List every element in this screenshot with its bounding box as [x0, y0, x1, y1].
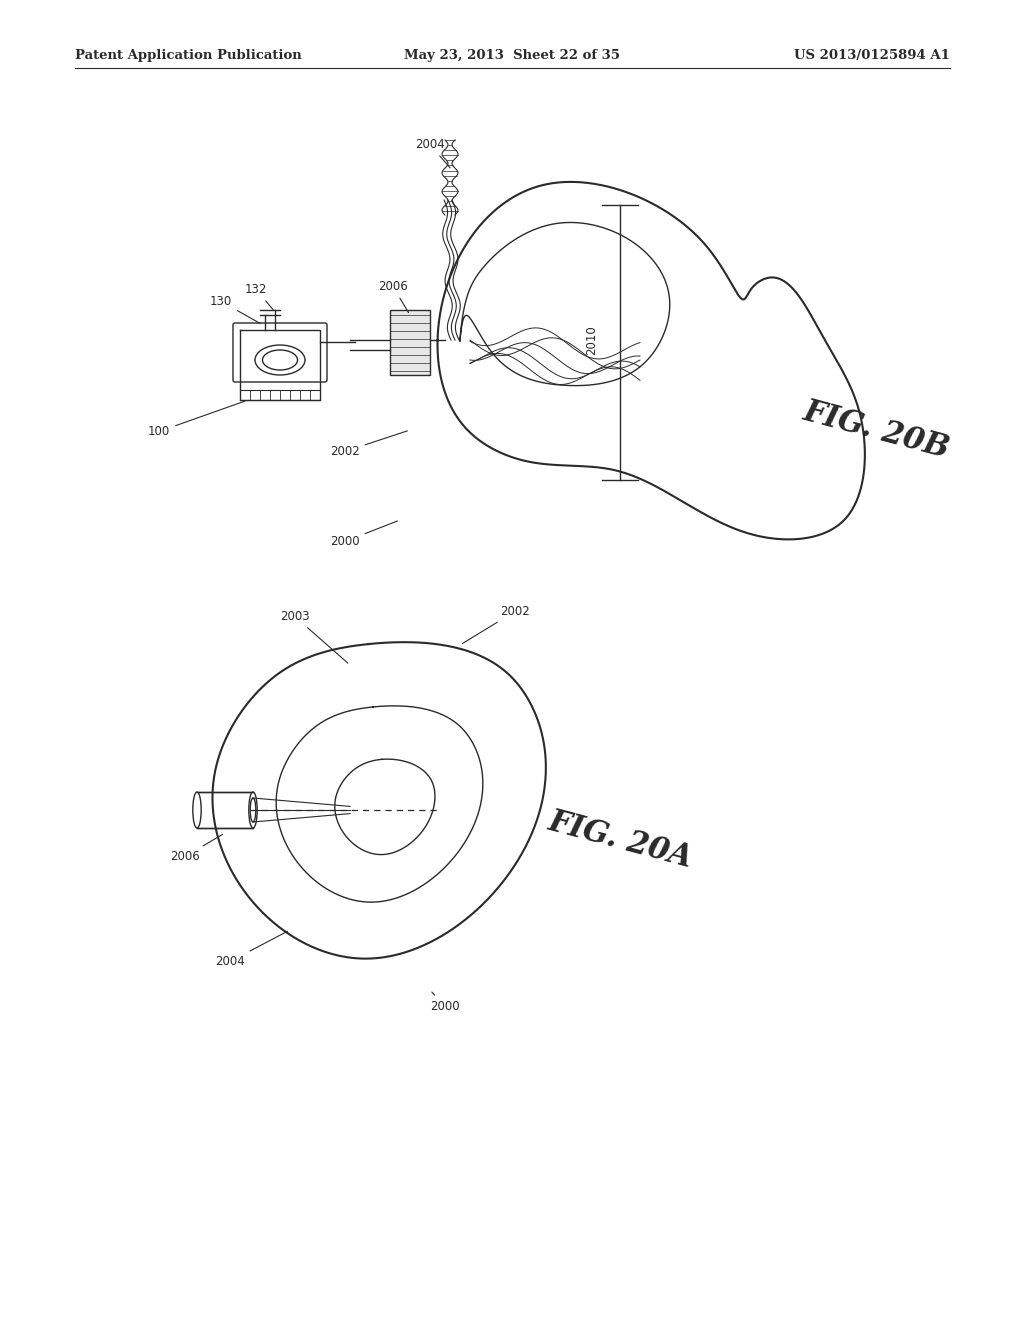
Ellipse shape	[249, 792, 257, 828]
Ellipse shape	[262, 350, 298, 370]
Text: 2003: 2003	[280, 610, 348, 663]
Text: 132: 132	[245, 282, 273, 310]
Text: 2006: 2006	[170, 834, 222, 863]
Bar	[390, 310, 430, 375]
Text: US 2013/0125894 A1: US 2013/0125894 A1	[795, 49, 950, 62]
Text: 2004: 2004	[415, 139, 451, 168]
Text: 2002: 2002	[330, 430, 408, 458]
Bar	[197, 792, 253, 828]
Text: FIG. 20B: FIG. 20B	[800, 396, 953, 465]
Text: 100: 100	[148, 401, 246, 438]
Text: 2002: 2002	[463, 605, 529, 644]
Text: 2004: 2004	[215, 932, 288, 968]
Ellipse shape	[255, 345, 305, 375]
Text: 2000: 2000	[330, 521, 397, 548]
Text: May 23, 2013  Sheet 22 of 35: May 23, 2013 Sheet 22 of 35	[404, 49, 620, 62]
Text: 2006: 2006	[378, 280, 409, 313]
Text: FIG. 20A: FIG. 20A	[545, 805, 696, 874]
Ellipse shape	[193, 792, 201, 828]
Text: 130: 130	[210, 294, 260, 323]
Text: 2000: 2000	[430, 993, 460, 1012]
FancyBboxPatch shape	[233, 323, 327, 381]
Text: Patent Application Publication: Patent Application Publication	[75, 49, 302, 62]
Ellipse shape	[250, 799, 256, 822]
Text: 2010: 2010	[586, 325, 598, 355]
